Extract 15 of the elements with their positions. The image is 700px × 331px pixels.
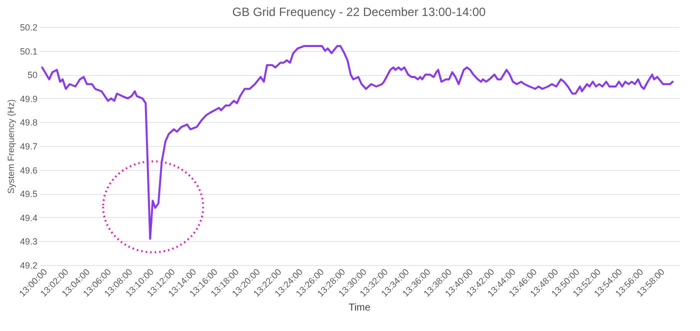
y-tick-label: 50 [27, 70, 38, 80]
y-tick-label: 49.2 [20, 260, 38, 270]
y-tick-label: 50.2 [20, 22, 38, 32]
y-axis-title: System Frequency (Hz) [6, 99, 16, 194]
y-tick-label: 49.9 [20, 94, 38, 104]
y-tick-label: 49.7 [20, 142, 38, 152]
y-tick-label: 49.4 [20, 212, 38, 223]
y-tick-label: 49.6 [20, 165, 38, 176]
chart-title: GB Grid Frequency - 22 December 13:00-14:00 [232, 5, 486, 19]
y-tick-label: 49.3 [20, 236, 38, 247]
y-tick-label: 50.1 [20, 46, 38, 56]
y-tick-label: 49.5 [20, 189, 38, 200]
x-axis-title: Time [348, 302, 371, 314]
line-series [41, 45, 674, 240]
y-tick-label: 49.8 [20, 118, 38, 128]
